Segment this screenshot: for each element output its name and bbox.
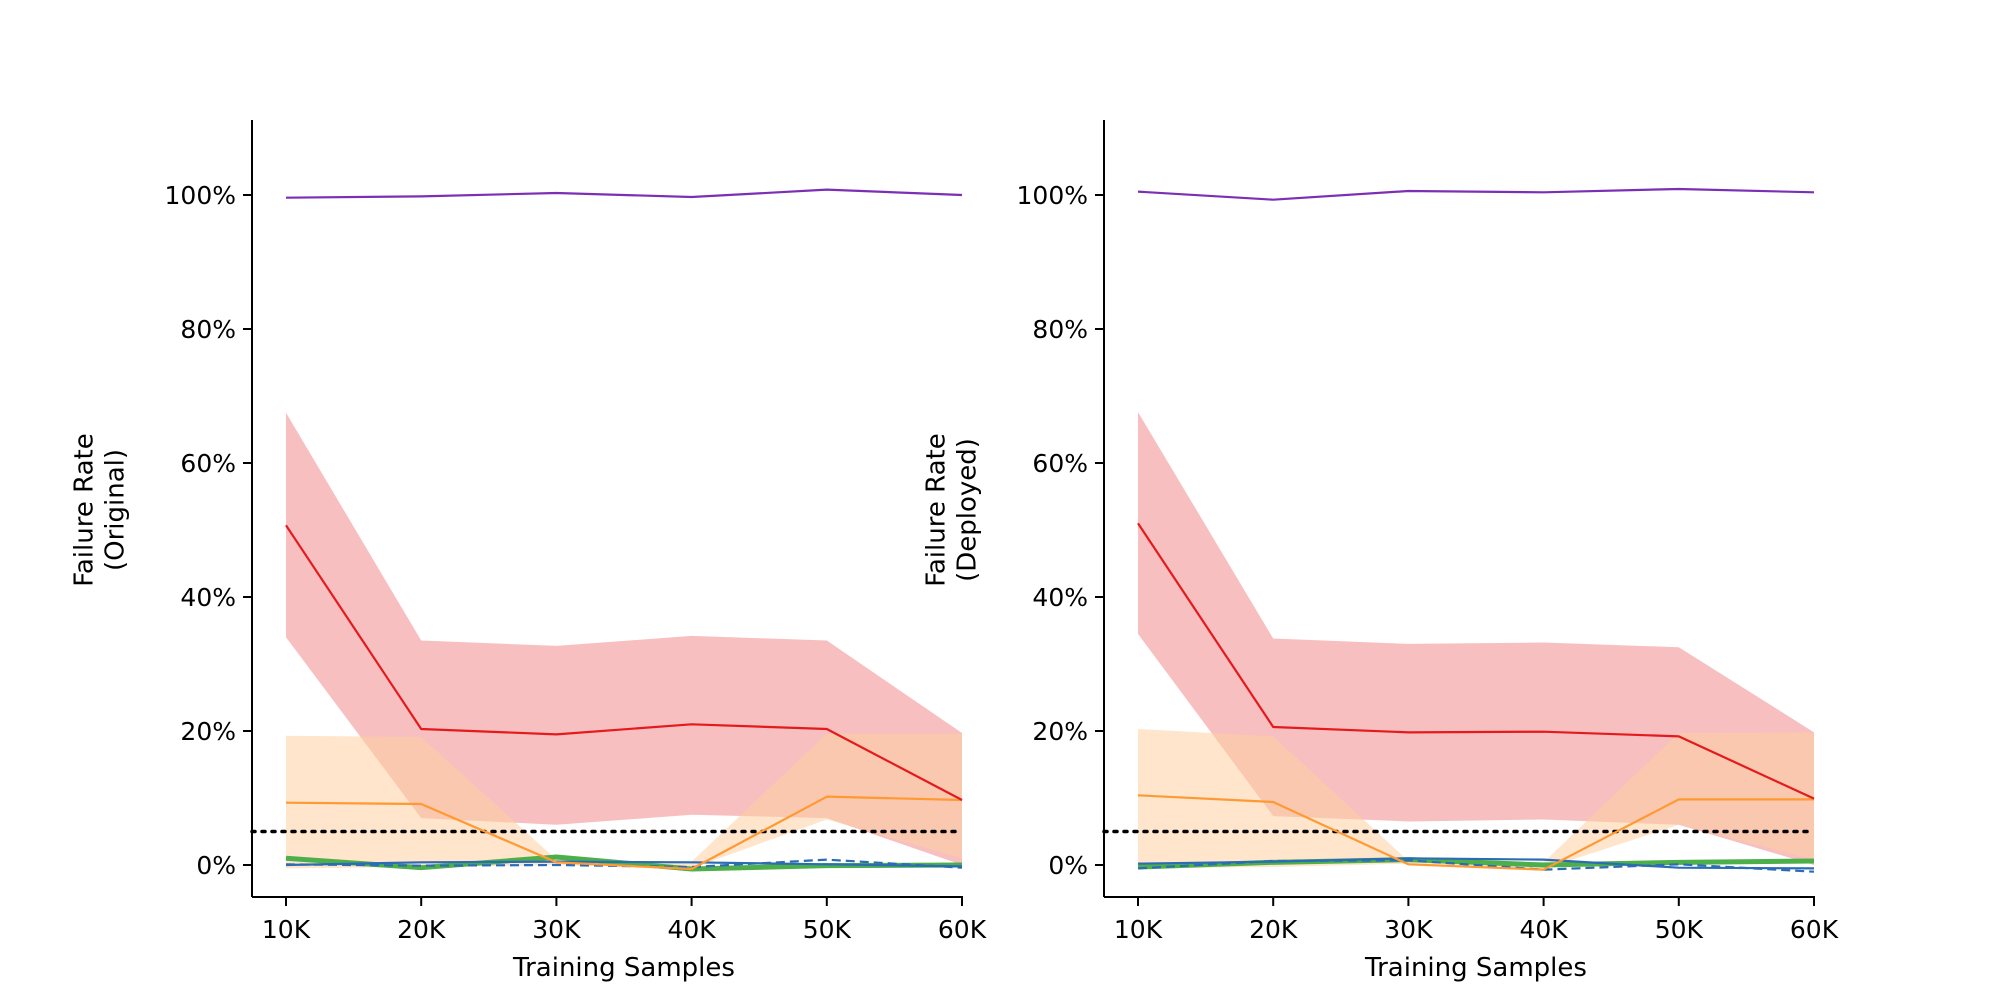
series-line-2 (1137, 794, 1814, 871)
y-tick-label: 40% (1032, 583, 1088, 612)
x-axis-label: Training Samples (1364, 953, 1587, 983)
x-tick-label: 10K (1114, 915, 1163, 944)
y-tick-label: 80% (180, 315, 236, 344)
x-tick-label: 20K (1249, 915, 1298, 944)
x-tick-label: 20K (397, 915, 446, 944)
series-line-0 (285, 188, 963, 199)
y-tick-label: 40% (180, 583, 236, 612)
y-axis-label-line: (Original) (101, 449, 131, 571)
confidence-band-2 (1138, 728, 1814, 870)
x-tick-label: 60K (1790, 915, 1839, 944)
y-tick-label: 0% (196, 851, 236, 880)
y-tick-label: 100% (1017, 181, 1088, 210)
y-tick-label: 20% (1032, 717, 1088, 746)
chart-panel-original: 0% 20% 40% 60% 80% 100% 10K 20K 30K 40K 50K 60K Trai… (69, 120, 987, 983)
series-line-1 (1137, 522, 1815, 800)
x-tick-label: 30K (1384, 915, 1433, 944)
x-tick-label: 30K (532, 915, 581, 944)
y-tick-label: 60% (180, 449, 236, 478)
x-axis-label: Training Samples (512, 953, 735, 983)
y-tick-label: 60% (1032, 449, 1088, 478)
x-tick-label: 40K (667, 915, 716, 944)
y-axis-label-line: (Deployed) (953, 438, 983, 582)
y-axis-label-line: Failure Rate (69, 433, 99, 586)
series-line-2 (285, 795, 963, 871)
x-tick-label: 50K (803, 915, 852, 944)
x-tick-label: 60K (938, 915, 987, 944)
x-tick-label: 10K (262, 915, 311, 944)
x-tick-label: 40K (1519, 915, 1568, 944)
y-axis-label: Failure Rate(Deployed) (921, 433, 982, 586)
y-axis-label-line: Failure Rate (921, 433, 951, 586)
series-line-5 (1137, 859, 1815, 873)
series-line-1 (285, 524, 963, 801)
y-axis-label: Failure Rate(Original) (69, 433, 130, 586)
y-tick-label: 80% (1032, 315, 1088, 344)
chart-panel-deployed: 0% 20% 40% 60% 80% 100% 10K 20K 30K 40K 50K 60K Trai… (921, 120, 1839, 983)
confidence-band-1 (286, 412, 962, 865)
series-line-0 (1137, 187, 1815, 201)
x-tick-label: 50K (1655, 915, 1704, 944)
confidence-band-2 (286, 733, 962, 869)
y-tick-label: 100% (165, 181, 236, 210)
confidence-band-1 (1138, 412, 1814, 865)
y-tick-label: 20% (180, 717, 236, 746)
y-tick-label: 0% (1048, 851, 1088, 880)
series-line-4 (285, 860, 963, 868)
